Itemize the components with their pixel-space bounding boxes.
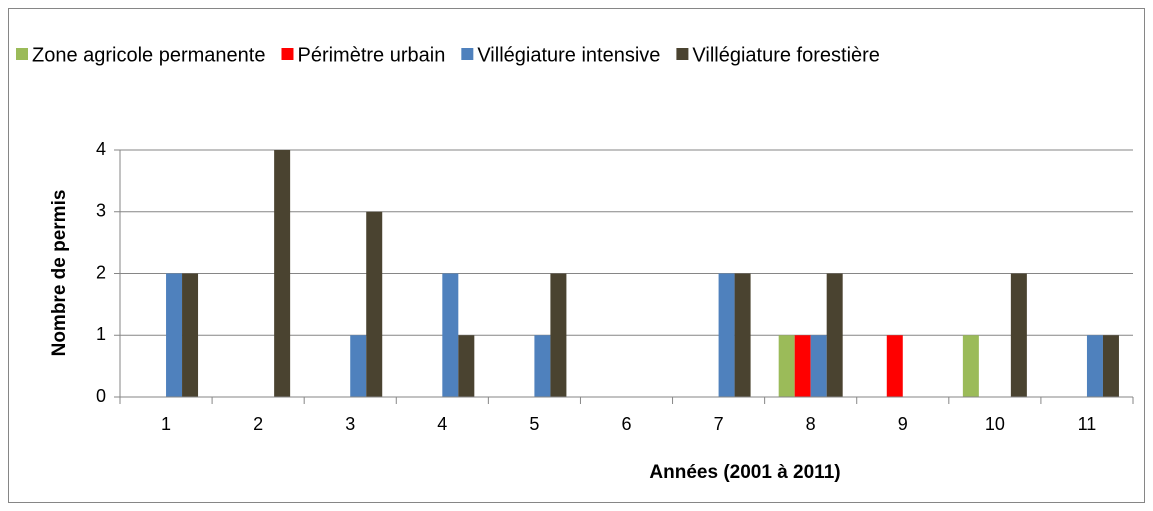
x-tick-label: 5: [529, 414, 539, 434]
bar: [810, 335, 827, 397]
bar: [442, 273, 459, 397]
bar: [1010, 273, 1027, 397]
bar: [350, 335, 367, 397]
y-tick-label: 1: [96, 324, 106, 344]
bar: [550, 273, 567, 397]
bar: [886, 335, 903, 397]
legend-label: Villégiature forestière: [692, 44, 880, 66]
x-tick-label: 9: [898, 414, 908, 434]
x-tick-label: 11: [1078, 414, 1097, 434]
legend-label: Villégiature intensive: [477, 44, 660, 66]
legend-swatch: [461, 48, 474, 60]
bar: [458, 335, 475, 397]
bar: [274, 150, 291, 397]
bar: [1102, 335, 1119, 397]
bar: [962, 335, 979, 397]
legend-swatch: [676, 48, 689, 60]
x-tick-label: 6: [621, 414, 631, 434]
bar: [182, 273, 199, 397]
legend-swatch: [16, 48, 28, 60]
bar: [534, 335, 551, 397]
y-tick-label: 4: [96, 139, 106, 159]
x-axis-label: Années (2001 à 2011): [649, 462, 840, 483]
x-tick-label: 2: [253, 414, 263, 434]
bar: [794, 335, 811, 397]
y-tick-label: 0: [96, 386, 106, 406]
x-tick-label: 3: [345, 414, 355, 434]
x-tick-label: 7: [714, 414, 724, 434]
bar: [718, 273, 735, 397]
legend-label: Périmètre urbain: [297, 44, 445, 66]
x-tick-label: 4: [437, 414, 447, 434]
bar: [166, 273, 183, 397]
bar: [366, 211, 383, 397]
x-tick-label: 8: [806, 414, 816, 434]
bar: [1086, 335, 1103, 397]
y-tick-label: 2: [96, 262, 106, 282]
bar: [778, 335, 795, 397]
x-tick-label: 10: [985, 414, 1005, 434]
x-tick-label: 1: [161, 414, 171, 434]
y-axis-label: Nombre de permis: [49, 190, 70, 357]
legend-label: Zone agricole permanente: [32, 44, 265, 66]
chart-border: [8, 8, 1145, 503]
legend-swatch: [281, 48, 294, 60]
y-tick-label: 3: [96, 201, 106, 221]
bar: [826, 273, 843, 397]
bar: [734, 273, 751, 397]
